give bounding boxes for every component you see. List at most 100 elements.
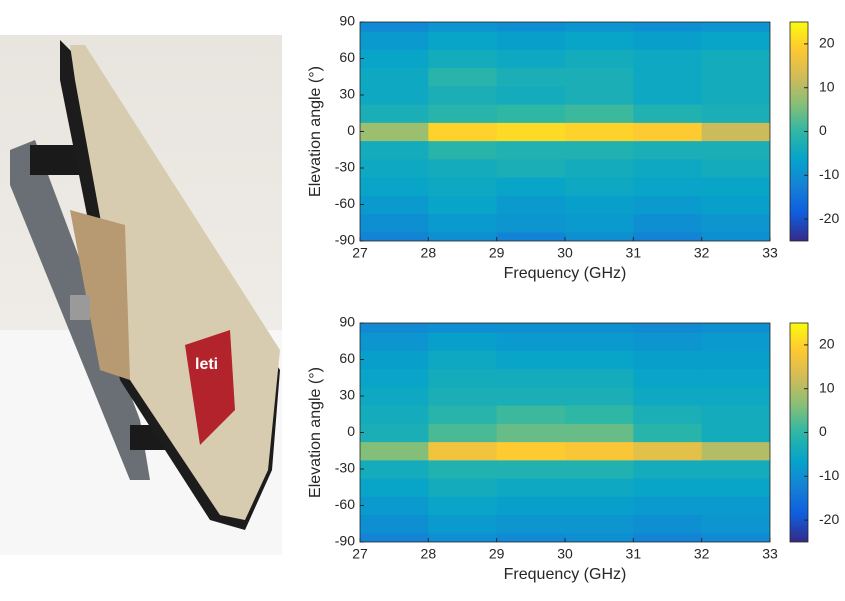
cell xyxy=(701,140,770,160)
colorbar-tick-label: 20 xyxy=(819,336,835,352)
cell xyxy=(701,231,770,241)
colorbar-tick-label: -20 xyxy=(819,210,839,226)
cell xyxy=(701,67,770,87)
x-tick-label: 31 xyxy=(626,245,642,261)
cell xyxy=(565,195,634,215)
x-tick-label: 29 xyxy=(489,546,505,562)
cell xyxy=(633,177,703,196)
svg-text:leti: leti xyxy=(195,356,218,373)
cell xyxy=(701,158,770,178)
cell xyxy=(633,49,703,69)
cell xyxy=(633,213,703,233)
cell xyxy=(428,49,498,69)
cell xyxy=(565,441,634,461)
cell xyxy=(428,140,498,160)
cell xyxy=(428,67,498,87)
cell xyxy=(360,350,429,370)
cell xyxy=(701,405,770,424)
x-tick-label: 32 xyxy=(694,245,710,261)
cell xyxy=(496,496,566,516)
cell xyxy=(565,405,634,424)
cell xyxy=(428,423,498,443)
cell xyxy=(428,368,498,388)
cell xyxy=(360,332,429,351)
x-tick-label: 29 xyxy=(489,245,505,261)
cell xyxy=(633,104,703,123)
cell xyxy=(565,85,634,105)
cell xyxy=(496,177,566,196)
cell xyxy=(428,85,498,105)
cell xyxy=(360,213,429,233)
cell xyxy=(360,85,429,105)
cell xyxy=(633,368,703,388)
cell xyxy=(496,140,566,160)
cell xyxy=(496,514,566,534)
cell xyxy=(496,122,566,142)
cell xyxy=(701,350,770,370)
cell xyxy=(633,423,703,443)
cell xyxy=(565,332,634,351)
x-tick-label: 27 xyxy=(352,546,368,562)
cell xyxy=(565,104,634,123)
cell xyxy=(360,386,429,406)
heatmap xyxy=(360,22,770,241)
cell xyxy=(428,195,498,215)
cell xyxy=(360,405,429,424)
cell xyxy=(360,22,429,32)
cell xyxy=(633,67,703,87)
cell xyxy=(701,22,770,32)
cell xyxy=(701,441,770,461)
cell xyxy=(428,478,498,497)
cell xyxy=(565,350,634,370)
cell xyxy=(428,496,498,516)
colorbar-tick-label: 0 xyxy=(819,423,827,439)
cell xyxy=(428,323,498,333)
x-tick-label: 32 xyxy=(694,546,710,562)
y-tick-label: 90 xyxy=(339,314,355,330)
y-tick-label: 60 xyxy=(339,49,355,65)
cell xyxy=(633,386,703,406)
cell xyxy=(565,49,634,69)
cell xyxy=(633,323,703,333)
cell xyxy=(496,195,566,215)
cell xyxy=(428,441,498,461)
cell xyxy=(565,122,634,142)
cell xyxy=(428,177,498,196)
y-tick-label: -30 xyxy=(335,159,355,175)
cell xyxy=(428,158,498,178)
cell xyxy=(428,405,498,424)
cell xyxy=(428,31,498,50)
y-tick-label: -90 xyxy=(335,232,355,248)
cell xyxy=(428,386,498,406)
cell xyxy=(428,350,498,370)
cell xyxy=(428,22,498,32)
cell xyxy=(633,122,703,142)
cell xyxy=(496,67,566,87)
cell xyxy=(496,459,566,479)
cell xyxy=(496,231,566,241)
heatmap xyxy=(360,323,770,542)
cell xyxy=(633,459,703,479)
cell xyxy=(701,514,770,534)
cell xyxy=(565,386,634,406)
cell xyxy=(360,514,429,534)
x-tick-label: 30 xyxy=(557,245,573,261)
cell xyxy=(360,158,429,178)
y-tick-label: 30 xyxy=(339,86,355,102)
x-tick-label: 30 xyxy=(557,546,573,562)
cell xyxy=(633,514,703,534)
cell xyxy=(496,323,566,333)
y-tick-label: 0 xyxy=(347,423,355,439)
cell xyxy=(360,478,429,497)
y-axis-label: Elevation angle (°) xyxy=(307,367,324,498)
cell xyxy=(633,158,703,178)
cell xyxy=(633,195,703,215)
cell xyxy=(565,368,634,388)
cell xyxy=(428,104,498,123)
cell xyxy=(496,104,566,123)
cell xyxy=(496,49,566,69)
x-axis-label: Frequency (GHz) xyxy=(504,265,627,282)
y-tick-label: -60 xyxy=(335,496,355,512)
cell xyxy=(701,459,770,479)
